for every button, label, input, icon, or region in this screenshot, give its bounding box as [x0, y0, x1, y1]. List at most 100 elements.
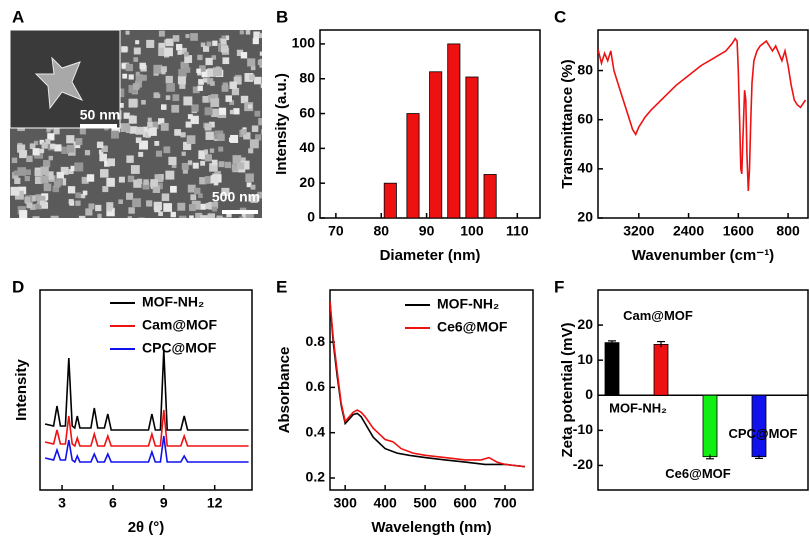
particle: [34, 169, 41, 177]
particle: [179, 82, 186, 89]
particle: [168, 156, 177, 165]
particle: [25, 169, 31, 176]
y-tick-label: 60: [299, 104, 315, 120]
x-tick-label: 70: [328, 223, 344, 239]
particle: [53, 128, 60, 135]
particle: [139, 62, 146, 70]
particle: [61, 146, 69, 154]
panel-label: E: [276, 277, 287, 296]
panel-label: C: [554, 7, 566, 26]
particle: [218, 146, 224, 152]
particle: [251, 125, 259, 132]
particle: [19, 210, 28, 218]
particle: [205, 57, 213, 66]
particle: [97, 213, 102, 218]
particle: [205, 131, 214, 140]
particle: [139, 140, 148, 150]
particle: [138, 151, 144, 157]
particle: [205, 202, 212, 210]
particle: [125, 63, 133, 72]
particle: [153, 64, 163, 74]
particle: [221, 187, 230, 196]
particle: [217, 133, 225, 142]
y-axis-label: Absorbance: [276, 347, 293, 434]
particle: [206, 41, 212, 47]
particle: [135, 126, 144, 135]
particle: [229, 81, 237, 89]
plot-frame: [597, 289, 809, 491]
particle: [17, 144, 26, 153]
particle: [54, 144, 62, 152]
particle: [243, 132, 251, 140]
particle: [207, 213, 216, 218]
particle: [153, 92, 160, 99]
legend-label: Cam@MOF: [142, 317, 218, 333]
particle: [24, 196, 31, 203]
particle: [191, 104, 199, 112]
particle: [187, 160, 193, 165]
particle: [221, 35, 226, 40]
particle: [210, 175, 219, 184]
particle: [128, 98, 138, 108]
particle: [246, 182, 252, 188]
line-series: [44, 409, 249, 448]
x-tick-label: 3200: [623, 223, 654, 239]
y-axis-label: Transmittance (%): [559, 59, 576, 188]
particle: [133, 47, 141, 55]
particle: [210, 81, 215, 86]
particle: [14, 190, 24, 200]
bar: [383, 182, 397, 219]
particle: [68, 169, 74, 175]
particle: [79, 128, 86, 135]
particle: [154, 140, 160, 146]
particle: [245, 173, 254, 183]
plot-frame: [329, 289, 534, 491]
particle: [74, 162, 84, 172]
particle: [200, 215, 209, 218]
particle: [127, 216, 132, 218]
particle: [48, 155, 53, 161]
particle: [145, 133, 151, 138]
particle: [154, 205, 161, 213]
particle: [197, 70, 202, 76]
x-tick-label: 100: [460, 223, 484, 239]
particle: [192, 86, 200, 94]
y-tick-label: 0.8: [306, 333, 326, 349]
particle: [68, 199, 74, 205]
particle: [125, 30, 130, 35]
particle: [18, 186, 27, 195]
particle: [53, 180, 61, 188]
particle: [135, 137, 142, 144]
particle: [146, 200, 153, 207]
x-tick-label: 800: [776, 223, 800, 239]
particle: [161, 193, 170, 201]
x-tick-label: 110: [506, 223, 529, 239]
particle: [45, 138, 51, 145]
particle: [170, 185, 177, 193]
particle: [181, 162, 189, 170]
y-tick-label: 40: [577, 160, 593, 176]
x-tick-label: 1600: [723, 223, 754, 239]
plot-frame: [597, 29, 809, 219]
y-tick-label: 40: [299, 139, 315, 155]
particle: [154, 174, 163, 183]
particle: [161, 66, 167, 73]
particle: [45, 171, 54, 180]
particle: [43, 160, 51, 168]
particle: [34, 176, 43, 184]
y-tick-label: 0: [585, 386, 593, 402]
particle: [257, 191, 262, 199]
particle: [41, 142, 48, 149]
y-tick-label: -10: [573, 421, 593, 437]
particle: [245, 212, 254, 218]
particle: [158, 30, 165, 37]
particle: [75, 138, 83, 146]
line-series: [44, 349, 249, 431]
particle: [231, 164, 239, 171]
particle: [32, 148, 40, 156]
particle: [260, 83, 262, 89]
bar: [465, 76, 479, 219]
particle: [86, 174, 95, 182]
particle: [158, 42, 166, 50]
